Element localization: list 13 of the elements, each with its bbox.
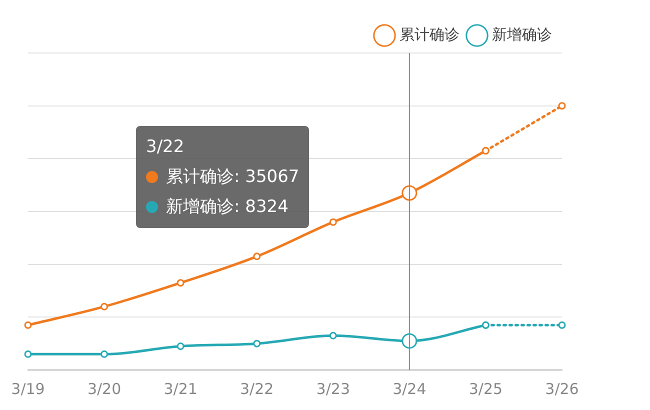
x-tick-label: 3/21 [164,380,198,398]
x-tick-label: 3/22 [240,380,274,398]
x-tick-label: 3/24 [392,380,426,398]
x-tick-label: 3/23 [316,380,350,398]
annotation: 3/22 [146,136,184,159]
x-tick-label: 3/25 [468,380,503,398]
annotation: 累计确诊: 35067 [166,166,300,189]
legend-label: 累计确诊 [400,25,460,44]
x-tick-label: 3/19 [11,380,45,398]
x-tick-label: 3/20 [87,380,122,398]
annotation: 新增确诊: 8324 [166,196,288,219]
legend-label: 新增确诊 [492,25,552,44]
x-tick-label: 3/26 [545,380,579,398]
